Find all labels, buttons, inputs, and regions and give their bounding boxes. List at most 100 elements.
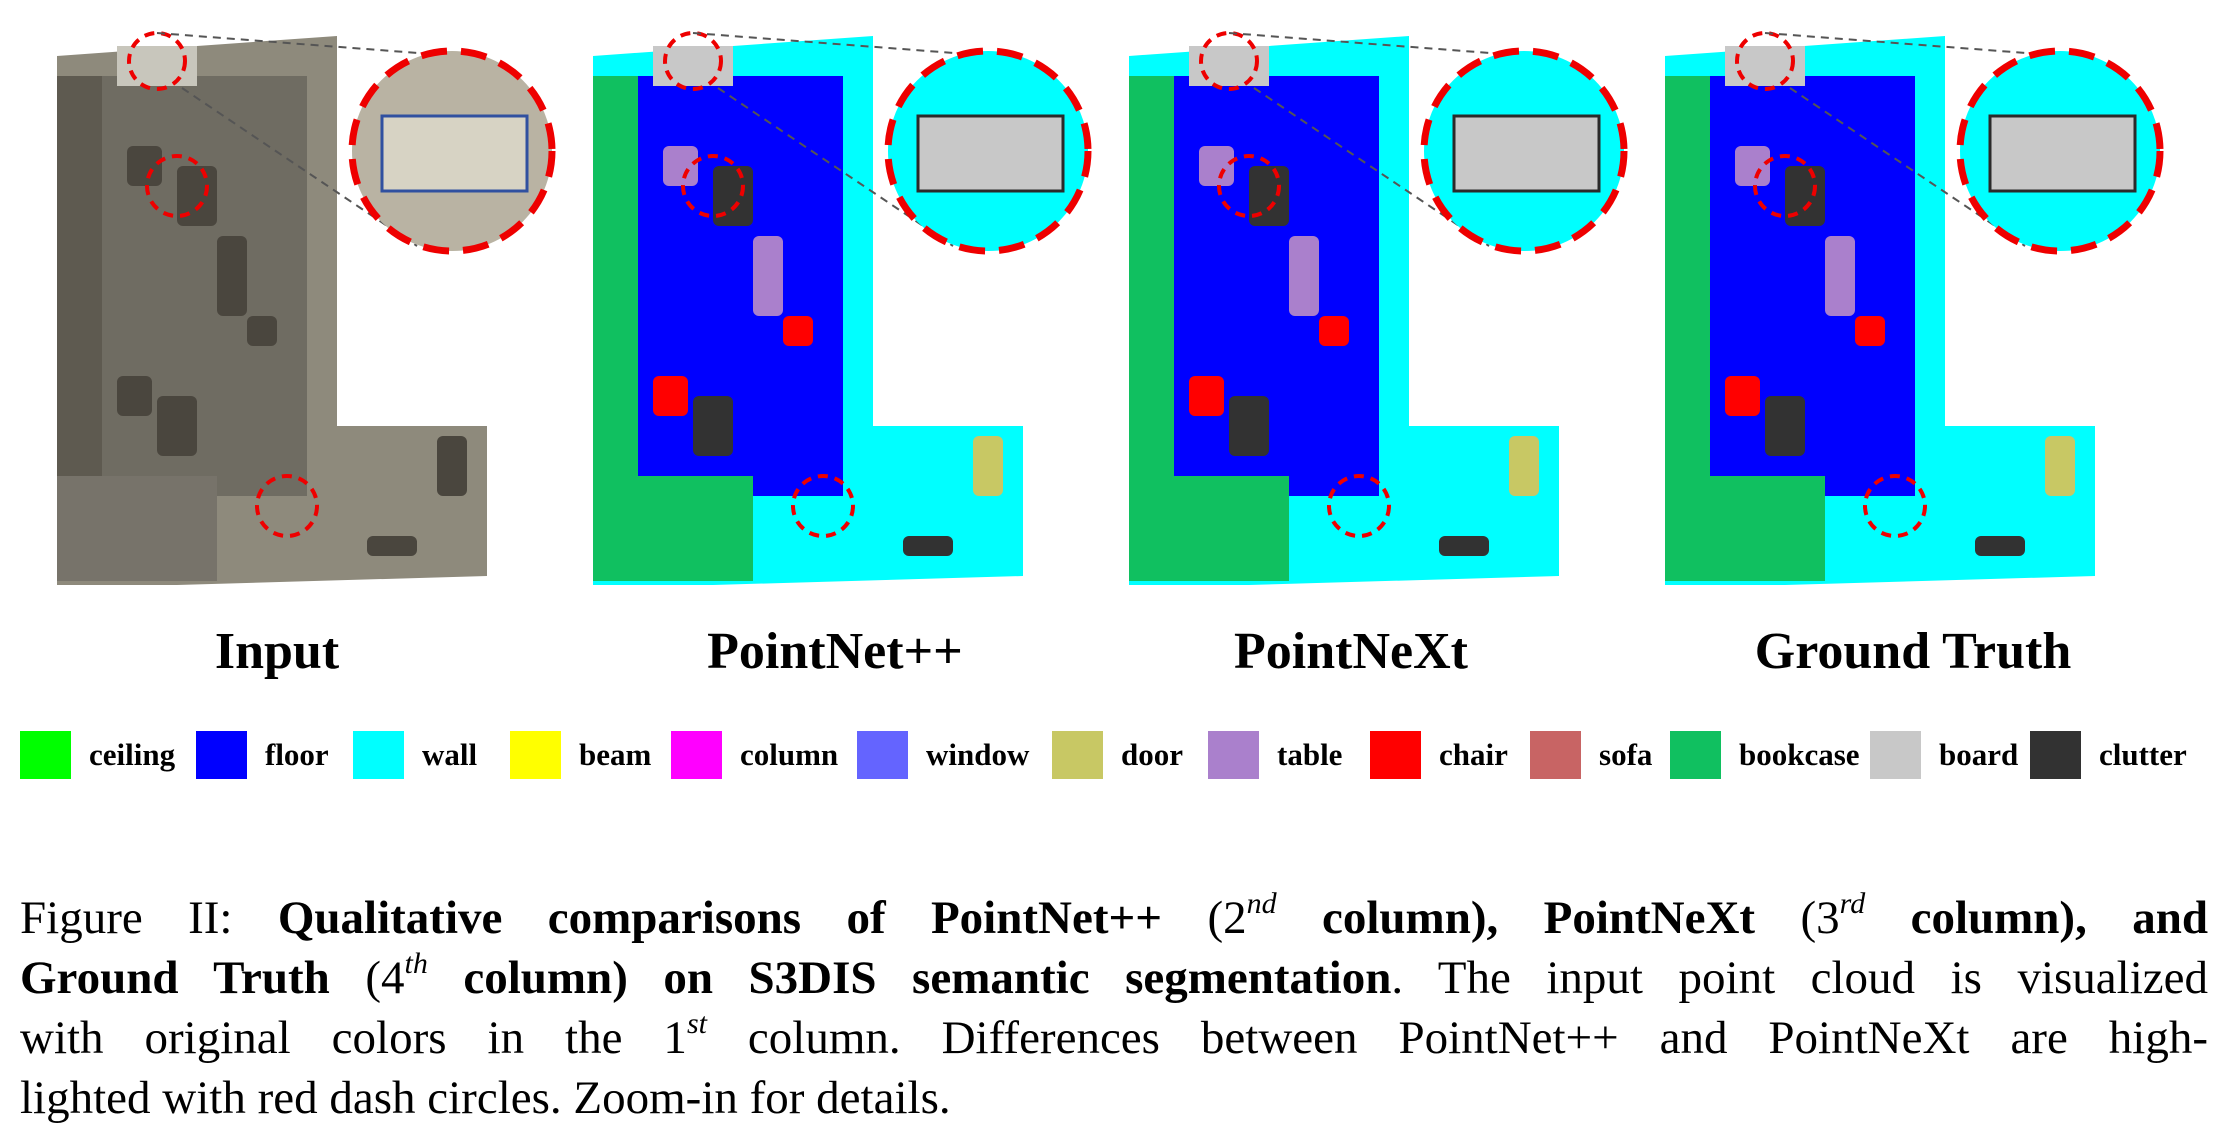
object-blob bbox=[1319, 316, 1349, 346]
caption-line: Figure II: Qualitative comparisons of Po… bbox=[20, 888, 2208, 948]
caption-line: lighted with red dash circles. Zoom-in f… bbox=[20, 1068, 2208, 1128]
legend-swatch bbox=[1370, 731, 1421, 779]
highlight-circle bbox=[1753, 154, 1817, 218]
zoom-detail bbox=[916, 114, 1065, 193]
highlight-circle bbox=[681, 154, 745, 218]
caption-text: . The input point cloud is visualized bbox=[1391, 952, 2208, 1004]
object-blob bbox=[1229, 396, 1269, 456]
legend-swatch bbox=[857, 731, 908, 779]
legend-entry: floor bbox=[196, 728, 329, 782]
legend-entry: window bbox=[857, 728, 1029, 782]
legend-swatch bbox=[671, 731, 722, 779]
legend-swatch bbox=[353, 731, 404, 779]
caption-text: column. Differences between PointNet++ a… bbox=[706, 1012, 2208, 1064]
legend-label: ceiling bbox=[89, 737, 176, 772]
panel-title: PointNeXt bbox=[1234, 623, 1469, 680]
caption-text: lighted with red dash circles. Zoom-in f… bbox=[20, 1072, 951, 1124]
object-blob bbox=[653, 376, 688, 416]
object-blob bbox=[157, 396, 197, 456]
highlight-circle bbox=[127, 31, 187, 91]
object-blob bbox=[1785, 166, 1825, 226]
highlight-circle bbox=[1199, 31, 1259, 91]
legend-entry: chair bbox=[1370, 728, 1508, 782]
highlight-circle bbox=[255, 474, 319, 538]
object-blob bbox=[1199, 146, 1234, 186]
legend-label: bookcase bbox=[1739, 737, 1860, 772]
legend-entry: door bbox=[1052, 728, 1183, 782]
caption-text: Qualitative comparisons of PointNet++ bbox=[277, 892, 1163, 944]
caption-text: nd bbox=[1246, 887, 1277, 920]
object-blob bbox=[1289, 236, 1319, 316]
caption-text: (2 bbox=[1162, 892, 1247, 944]
object-blob bbox=[973, 436, 1003, 496]
panel-title: Ground Truth bbox=[1755, 623, 2072, 680]
legend-swatch bbox=[196, 731, 247, 779]
panel bbox=[57, 31, 556, 585]
highlight-circle bbox=[1863, 474, 1927, 538]
zoom-detail bbox=[380, 114, 529, 193]
panel bbox=[593, 31, 1092, 585]
caption-line: Ground Truth (4th column) on S3DIS seman… bbox=[20, 948, 2208, 1008]
object-blob bbox=[1509, 436, 1539, 496]
legend-label: wall bbox=[422, 737, 478, 772]
legend-swatch bbox=[1670, 731, 1721, 779]
legend-entry: column bbox=[671, 728, 838, 782]
legend-entry: table bbox=[1208, 728, 1342, 782]
caption-text: column), PointNeXt bbox=[1276, 892, 1756, 944]
legend-label: table bbox=[1277, 737, 1343, 772]
object-blob bbox=[2045, 436, 2075, 496]
legend-label: door bbox=[1121, 737, 1183, 772]
legend-entry: wall bbox=[353, 728, 477, 782]
zoom-detail bbox=[1988, 114, 2137, 193]
panel-title: Input bbox=[215, 623, 340, 680]
object-blob bbox=[783, 316, 813, 346]
legend-label: column bbox=[740, 737, 839, 772]
legend-label: floor bbox=[265, 737, 329, 772]
object-blob bbox=[1249, 166, 1289, 226]
floor-area bbox=[1710, 76, 1915, 496]
object-blob bbox=[1855, 316, 1885, 346]
caption-text: th bbox=[404, 947, 428, 980]
connector bbox=[181, 87, 418, 247]
bottom-strip bbox=[1129, 476, 1289, 581]
object-blob bbox=[117, 376, 152, 416]
bottom-strip bbox=[57, 476, 217, 581]
object-blob bbox=[663, 146, 698, 186]
legend-entry: bookcase bbox=[1670, 728, 1860, 782]
object-blob bbox=[693, 396, 733, 456]
object-blob bbox=[247, 316, 277, 346]
legend-entry: board bbox=[1870, 728, 2018, 782]
caption-text: st bbox=[686, 1007, 707, 1040]
panel-title: PointNet++ bbox=[707, 623, 963, 680]
highlight-circle bbox=[1217, 154, 1281, 218]
object-blob bbox=[1439, 536, 1489, 556]
legend-swatch bbox=[20, 731, 71, 779]
object-blob bbox=[367, 536, 417, 556]
floor-area bbox=[638, 76, 843, 496]
caption: Figure II: Qualitative comparisons of Po… bbox=[20, 888, 2208, 1128]
legend-swatch bbox=[1870, 731, 1921, 779]
object-blob bbox=[1735, 146, 1770, 186]
caption-text: Figure II: bbox=[20, 892, 278, 944]
legend: ceiling floor wall beam column window door tabl… bbox=[0, 728, 2227, 782]
legend-label: board bbox=[1939, 737, 2019, 772]
floor-area bbox=[1174, 76, 1379, 496]
caption-text: column) on S3DIS semantic segmentation bbox=[427, 952, 1392, 1004]
connector bbox=[717, 87, 954, 247]
object-blob bbox=[1189, 376, 1224, 416]
object-blob bbox=[1765, 396, 1805, 456]
legend-swatch bbox=[1052, 731, 1103, 779]
legend-label: sofa bbox=[1599, 737, 1653, 772]
panel bbox=[1129, 31, 1628, 585]
highlight-circle bbox=[663, 31, 723, 91]
legend-label: beam bbox=[579, 737, 652, 772]
object-blob bbox=[1825, 236, 1855, 316]
object-blob bbox=[177, 166, 217, 226]
object-blob bbox=[1725, 376, 1760, 416]
object-blob bbox=[1975, 536, 2025, 556]
object-blob bbox=[127, 146, 162, 186]
bottom-strip bbox=[593, 476, 753, 581]
connector bbox=[1253, 87, 1490, 247]
highlight-circle bbox=[1735, 31, 1795, 91]
